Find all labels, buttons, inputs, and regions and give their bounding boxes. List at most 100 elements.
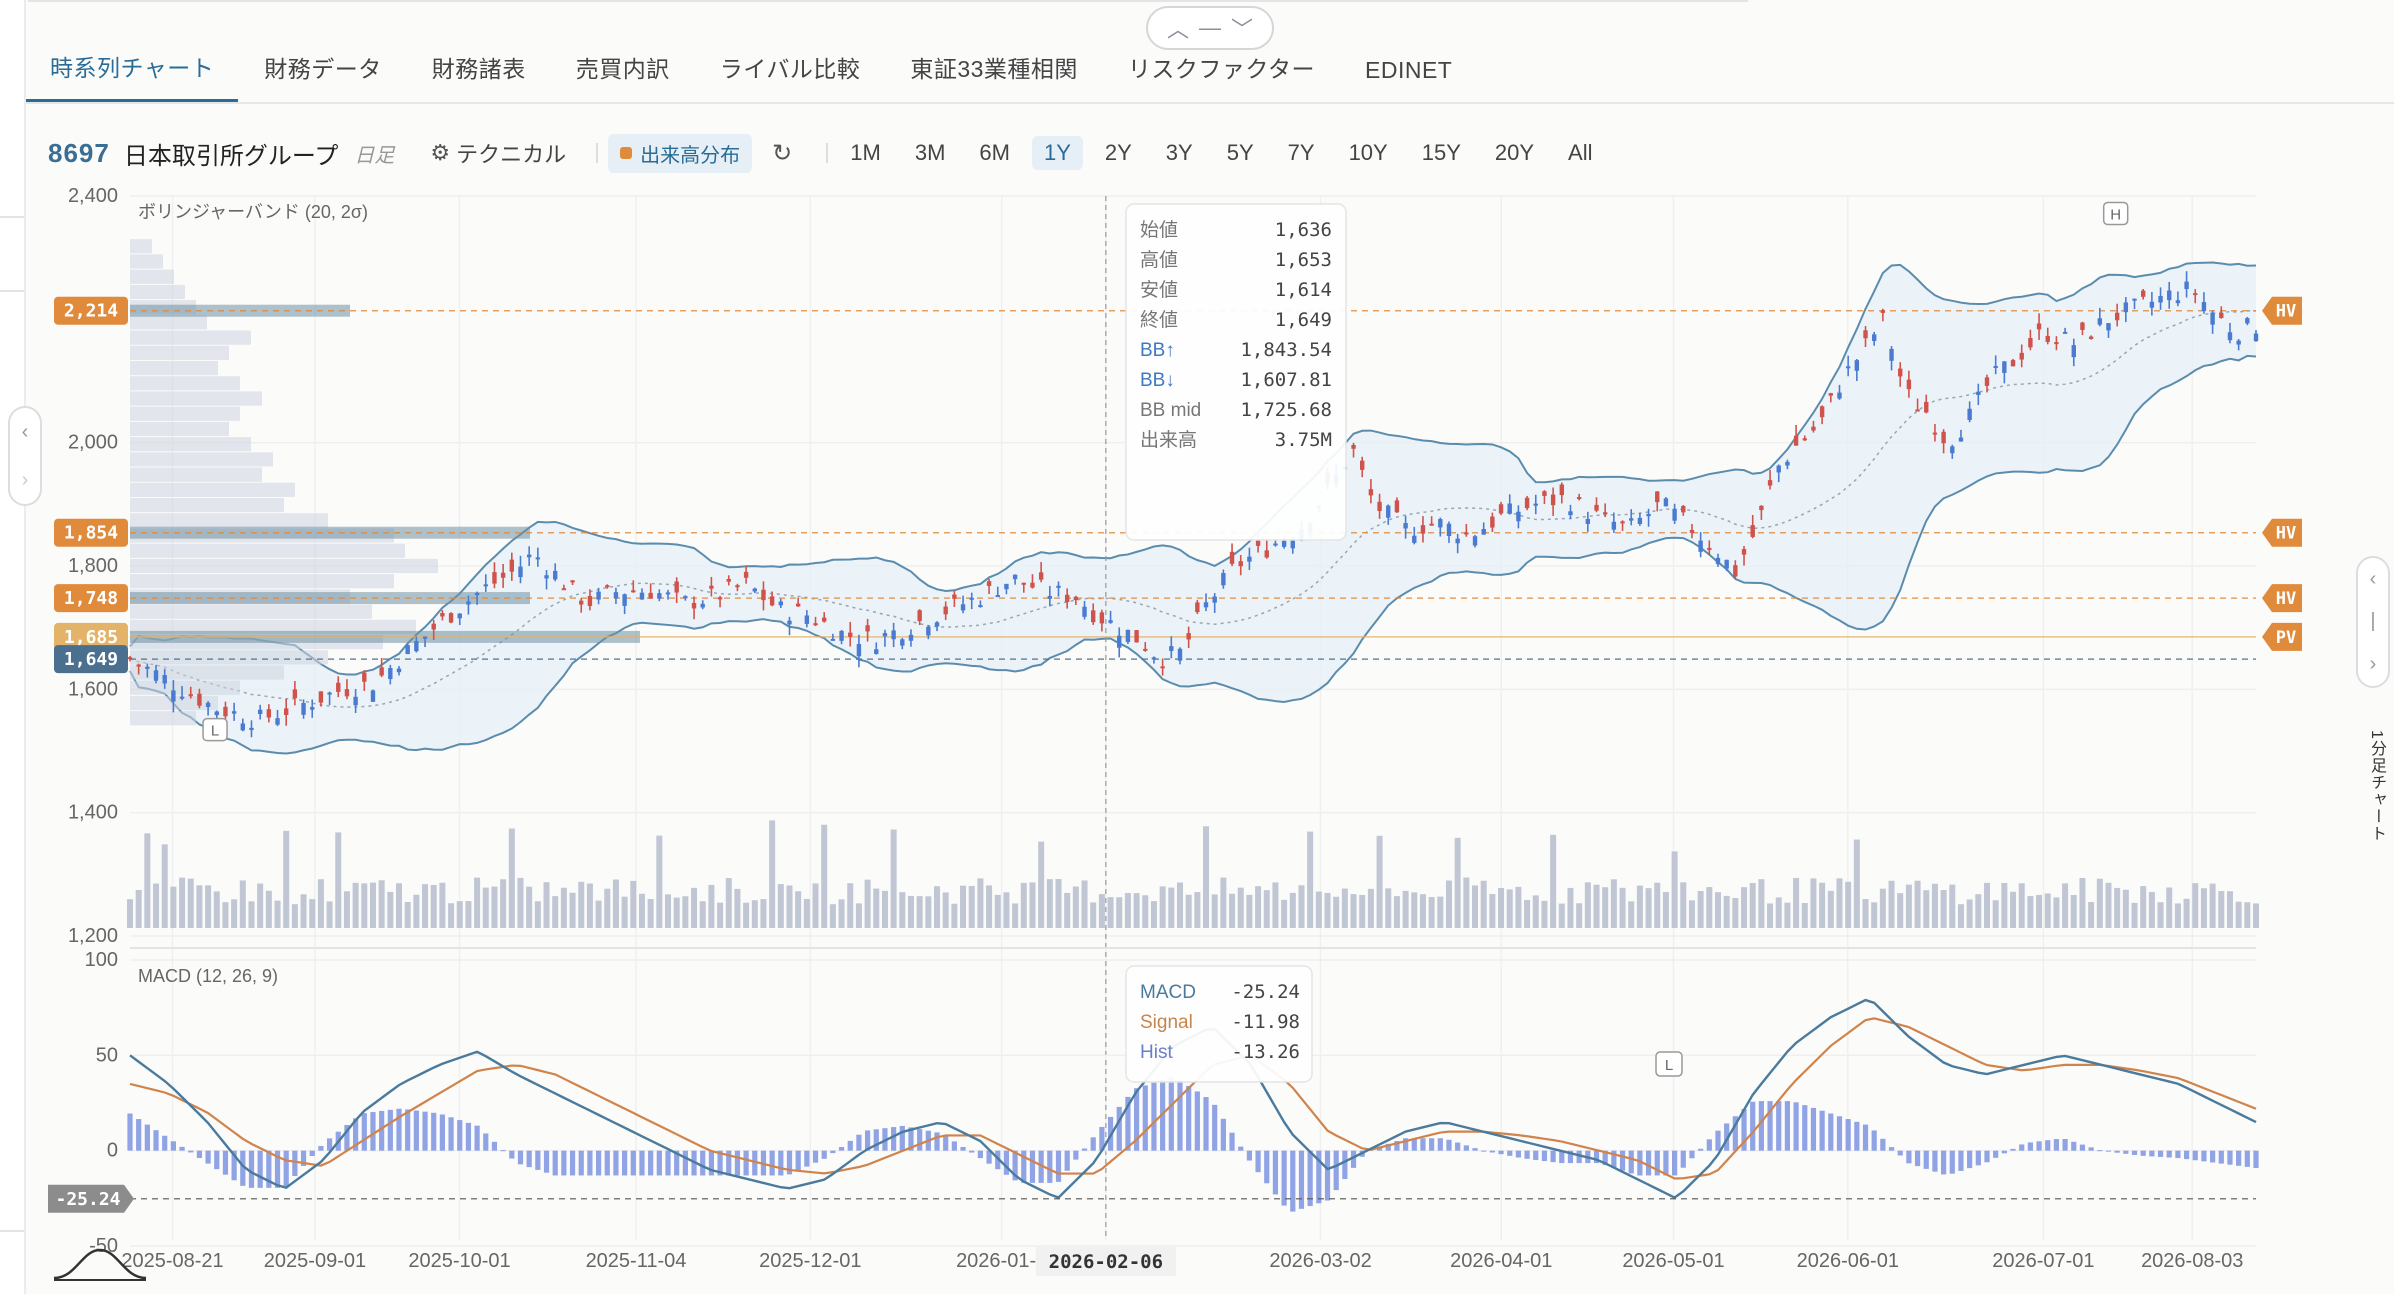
- candle-body: [1689, 529, 1695, 533]
- candle-body: [1550, 494, 1556, 506]
- range-button-all[interactable]: All: [1568, 140, 1593, 165]
- candle-body: [292, 689, 298, 699]
- macd-histogram-bar: [1081, 1148, 1088, 1151]
- tab-rival-comparison[interactable]: ライバル比較: [719, 56, 861, 82]
- volume-bar: [465, 901, 472, 928]
- distribution-curve-icon[interactable]: [52, 1244, 148, 1284]
- macd-histogram-bar: [622, 1150, 628, 1176]
- range-button-7y[interactable]: 7Y: [1287, 140, 1315, 165]
- tab-financial-data[interactable]: 財務データ: [264, 56, 382, 82]
- range-button-3y[interactable]: 3Y: [1165, 140, 1193, 165]
- chevron-left-icon[interactable]: ‹: [21, 420, 29, 443]
- volume-bar: [1888, 880, 1895, 928]
- macd-tooltip-label: Signal: [1140, 1012, 1193, 1033]
- candle-body: [318, 691, 324, 703]
- ohlc-tooltip: 始値 1,636 高値 1,653 安値 1,614 終値 1,649 BB↑ 1,843.54 B…: [1125, 203, 1347, 541]
- macd-histogram-bar: [2201, 1150, 2207, 1162]
- candle-body: [1151, 657, 1157, 660]
- range-button-2y[interactable]: 2Y: [1104, 140, 1132, 165]
- volume-bar: [734, 888, 741, 928]
- candle-body: [301, 703, 306, 715]
- range-button-5y[interactable]: 5Y: [1226, 140, 1254, 165]
- candle-body: [1958, 437, 1964, 442]
- left-panel-handle[interactable]: ‹ ›: [8, 406, 42, 506]
- tab-timeseries-chart[interactable]: 時系列チャート: [26, 49, 239, 102]
- macd-histogram-bar: [1437, 1138, 1443, 1151]
- macd-histogram-bar: [2244, 1150, 2250, 1167]
- volume-bar: [213, 891, 220, 928]
- volume-profile-toggle[interactable]: 出来高分布: [608, 133, 753, 173]
- macd-histogram-bar: [726, 1150, 732, 1176]
- reset-icon[interactable]: ↻: [772, 139, 793, 167]
- candle-body: [362, 672, 367, 682]
- macd-histogram-bar: [1420, 1138, 1426, 1151]
- volume-bar: [2010, 891, 2017, 928]
- right-panel-handle[interactable]: ‹ | ›: [2356, 556, 2390, 688]
- volume-bar: [491, 886, 498, 928]
- price-chart[interactable]: 2,400 2,000 1,800 1,600 1,400 1,200 2,214 1,854…: [0, 180, 2394, 1294]
- candle-body: [1186, 633, 1191, 640]
- volume-bar: [907, 895, 914, 928]
- volume-bar: [777, 884, 784, 928]
- candle-body: [2132, 298, 2137, 301]
- volume-bar: [1168, 887, 1175, 928]
- extreme-marker: [2102, 201, 2129, 226]
- chevron-right-icon[interactable]: ›: [2369, 653, 2377, 676]
- candle-body: [466, 601, 471, 605]
- tab-risk-factors[interactable]: リスクファクター: [1127, 56, 1316, 82]
- tab-edinet[interactable]: EDINET: [1365, 57, 1453, 83]
- candle-body: [344, 689, 350, 697]
- volume-bar: [1619, 887, 1626, 928]
- volume-bar: [1767, 903, 1774, 928]
- volume-bar: [2166, 887, 2173, 928]
- time-axis-label: 2025-11-04: [586, 1250, 687, 1272]
- tab-financial-statements[interactable]: 財務諸表: [431, 56, 526, 82]
- macd-histogram-bar: [2053, 1139, 2060, 1151]
- volume-bar: [274, 900, 281, 928]
- volume-bar: [647, 899, 654, 928]
- candle-body: [2167, 290, 2172, 301]
- range-button-3m[interactable]: 3M: [914, 140, 946, 165]
- chevron-left-icon[interactable]: ‹: [2369, 567, 2377, 590]
- volume-bar: [1905, 884, 1912, 928]
- range-button-10y[interactable]: 10Y: [1348, 140, 1388, 165]
- chart-toolbar: 8697 日本取引所グループ 日足 ⚙ テクニカル 出来高分布 ↻ 1M 3M 6M…: [48, 130, 1748, 176]
- collapse-toggle[interactable]: ︿ — ﹀: [1146, 6, 1274, 50]
- chevron-down-icon[interactable]: ﹀: [1230, 17, 1253, 42]
- volume-profile-bar: [130, 421, 229, 437]
- macd-histogram-bar: [1932, 1150, 1938, 1172]
- range-button-1y[interactable]: 1Y: [1031, 136, 1083, 170]
- minute-chart-label[interactable]: 1分足チャート: [2368, 730, 2385, 842]
- candle-body: [1681, 506, 1686, 513]
- volume-bar: [1072, 886, 1079, 928]
- volume-bar: [153, 883, 160, 928]
- technical-button[interactable]: ⚙ テクニカル: [430, 137, 566, 169]
- candle-body: [1542, 491, 1547, 496]
- macd-axis-label: 50: [96, 1044, 118, 1066]
- tab-trade-breakdown[interactable]: 売買内訳: [575, 56, 670, 82]
- macd-tooltip-label: MACD: [1140, 982, 1196, 1003]
- macd-histogram-bar: [1758, 1101, 1764, 1151]
- volume-bar: [517, 877, 524, 928]
- chevron-up-icon[interactable]: ︿: [1166, 17, 1189, 42]
- range-button-1m[interactable]: 1M: [850, 140, 881, 165]
- volume-bar: [196, 885, 203, 928]
- candle-body: [2140, 290, 2146, 297]
- candle-body: [1247, 556, 1252, 562]
- macd-histogram-bar: [830, 1150, 836, 1154]
- tab-sector-correlation[interactable]: 東証33業種相関: [910, 56, 1078, 82]
- macd-histogram-bar: [1611, 1150, 1617, 1168]
- macd-histogram-bar: [1446, 1139, 1452, 1151]
- macd-histogram-bar: [1038, 1150, 1044, 1183]
- price-axis-label: 1,400: [68, 802, 118, 824]
- range-button-6m[interactable]: 6M: [979, 140, 1010, 165]
- range-button-20y[interactable]: 20Y: [1494, 140, 1535, 165]
- macd-histogram-bar: [1472, 1148, 1478, 1151]
- price-level-tag-label: 1,649: [64, 649, 118, 670]
- range-button-15y[interactable]: 15Y: [1421, 140, 1461, 165]
- chevron-right-icon[interactable]: ›: [21, 468, 29, 491]
- candle-body: [1741, 549, 1747, 555]
- volume-bar: [1012, 903, 1019, 928]
- candle-body: [978, 605, 983, 608]
- candle-body: [336, 682, 341, 692]
